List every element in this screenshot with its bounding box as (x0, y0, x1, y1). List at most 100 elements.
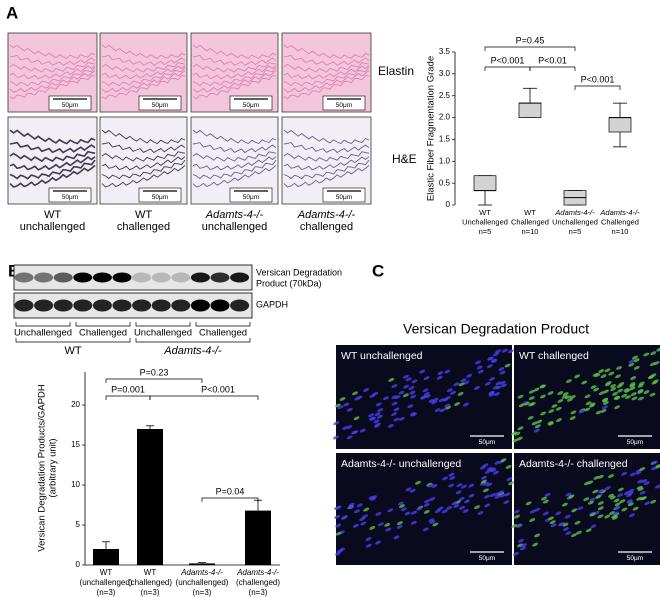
p-value: P=0.23 (140, 367, 169, 377)
nucleus (388, 377, 395, 382)
nucleus (363, 507, 370, 512)
nucleus (503, 500, 510, 505)
nucleus (450, 390, 457, 395)
band (34, 272, 54, 283)
nucleus (424, 499, 430, 504)
nucleus (334, 514, 341, 519)
fiber (9, 75, 96, 100)
fiber (192, 142, 277, 154)
scale-bar-label: 50μm (62, 194, 78, 201)
scale-bar-label: 50μm (627, 439, 643, 446)
nucleus (542, 511, 549, 516)
nucleus (375, 540, 381, 545)
nucleus (602, 405, 608, 410)
nucleus (570, 410, 577, 415)
fiber (192, 151, 277, 162)
nucleus (605, 381, 612, 385)
nucleus (629, 513, 635, 518)
nucleus (459, 505, 465, 510)
column-label: Adamts-4-/- (205, 209, 264, 221)
nucleus (333, 435, 339, 440)
nucleus (451, 501, 458, 506)
nucleus (354, 509, 360, 514)
nucleus (612, 391, 618, 396)
fiber (101, 165, 186, 188)
nucleus (438, 398, 445, 403)
nucleus (460, 378, 467, 383)
p-value: P<0.01 (538, 55, 567, 65)
nucleus (373, 419, 380, 424)
x-tick-label: WT (144, 568, 157, 577)
nucleus (444, 396, 451, 400)
nucleus (487, 356, 494, 361)
fiber (101, 156, 186, 171)
p-value: P=0.45 (516, 35, 545, 45)
nucleus (454, 402, 461, 406)
fiber (283, 151, 370, 162)
nucleus (498, 367, 505, 371)
fiber (101, 62, 186, 73)
p-value: P<0.001 (581, 74, 615, 84)
nucleus (384, 522, 391, 527)
nucleus (391, 395, 398, 400)
fiber (101, 65, 186, 80)
x-tick-label: n=10 (612, 227, 629, 236)
nucleus (335, 531, 342, 536)
nucleus (504, 363, 511, 368)
nucleus (491, 358, 497, 363)
nucleus (411, 412, 417, 417)
nucleus (626, 499, 633, 504)
band (230, 299, 250, 312)
nucleus (565, 492, 572, 497)
nucleus (565, 531, 572, 536)
nucleus (539, 394, 546, 399)
nucleus (429, 520, 436, 524)
p-value: P<0.001 (491, 55, 525, 65)
band (14, 272, 34, 283)
nucleus (339, 547, 345, 552)
nucleus (483, 488, 489, 493)
scale-bar-label: 50μm (627, 555, 643, 562)
y-tick-label: 1.0 (439, 156, 451, 165)
nucleus (592, 489, 599, 494)
nucleus (528, 396, 535, 401)
nucleus (562, 392, 569, 396)
nucleus (504, 492, 511, 497)
nucleus (377, 408, 384, 413)
fiber (283, 70, 370, 93)
nucleus (368, 413, 375, 418)
nucleus (468, 483, 475, 488)
fiber (283, 159, 370, 180)
condition-label: Unchallenged (134, 328, 192, 339)
box (518, 102, 542, 118)
nucleus (453, 504, 460, 508)
fiber (9, 54, 96, 66)
nucleus (335, 523, 342, 528)
y-tick-label: 15 (71, 440, 80, 449)
nucleus (629, 383, 636, 388)
fiber (9, 159, 96, 180)
nucleus (346, 425, 353, 429)
nucleus (651, 460, 658, 465)
band (14, 299, 34, 312)
x-tick-label: n=10 (522, 227, 539, 236)
nucleus (343, 402, 350, 407)
nucleus (375, 511, 382, 516)
nucleus (495, 385, 502, 390)
nucleus (575, 530, 582, 535)
fiber (9, 62, 96, 73)
fiber (283, 62, 370, 73)
nucleus (529, 518, 536, 523)
nucleus (564, 395, 571, 400)
nucleus (625, 395, 631, 400)
nucleus (533, 387, 540, 392)
nucleus (536, 419, 543, 424)
nucleus (636, 496, 643, 501)
bracket (135, 338, 251, 343)
x-tick-label: WT (100, 568, 113, 577)
nucleus (532, 542, 539, 547)
x-tick-label: Challenged (601, 217, 639, 226)
scale-bar-label: 50μm (62, 102, 78, 109)
nucleus (557, 391, 564, 396)
column-label: WT (44, 209, 61, 221)
